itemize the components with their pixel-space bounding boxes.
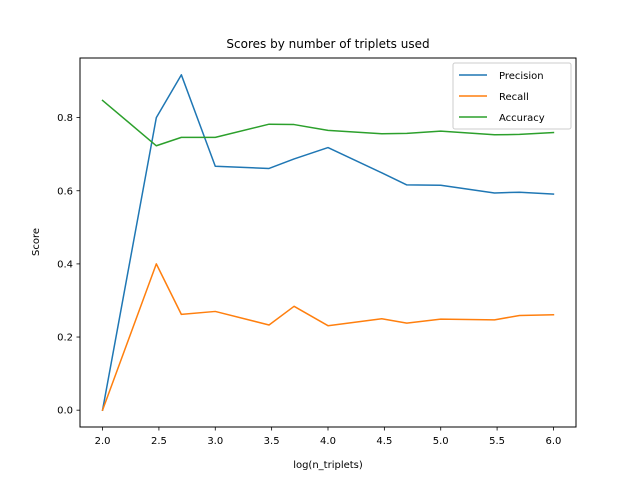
x-tick-label: 5.0 [433, 436, 449, 447]
series-line-precision [101, 74, 555, 412]
x-tick-label: 6.0 [546, 436, 562, 447]
legend-box [452, 62, 572, 130]
x-tick-label: 5.5 [489, 436, 505, 447]
y-tick-label: 0.2 [57, 333, 73, 344]
x-tick-label: 3.5 [264, 436, 280, 447]
legend-label-precision: Precision [499, 71, 544, 82]
chart-title: Scores by number of triplets used [226, 37, 429, 51]
y-tick-label: 0.8 [57, 113, 73, 124]
y-axis-label: Score [31, 228, 42, 256]
legend-label-accuracy: Accuracy [499, 113, 545, 124]
legend: Precision Recall Accuracy [452, 62, 572, 130]
plot-frame [79, 57, 577, 428]
legend-label-recall: Recall [499, 92, 529, 103]
x-axis-label: log(n_triplets) [293, 460, 363, 471]
series-line-recall [101, 263, 555, 412]
x-tick-label: 4.5 [376, 436, 392, 447]
x-tick-label: 2.0 [95, 436, 111, 447]
x-tick-label: 4.0 [320, 436, 336, 447]
y-tick-label: 0.4 [57, 259, 73, 270]
y-tick-label: 0.6 [57, 186, 73, 197]
y-tick-label: 0.0 [57, 406, 73, 417]
x-tick-label: 3.0 [207, 436, 223, 447]
x-tick-label: 2.5 [151, 436, 167, 447]
series-line-accuracy [101, 99, 555, 147]
